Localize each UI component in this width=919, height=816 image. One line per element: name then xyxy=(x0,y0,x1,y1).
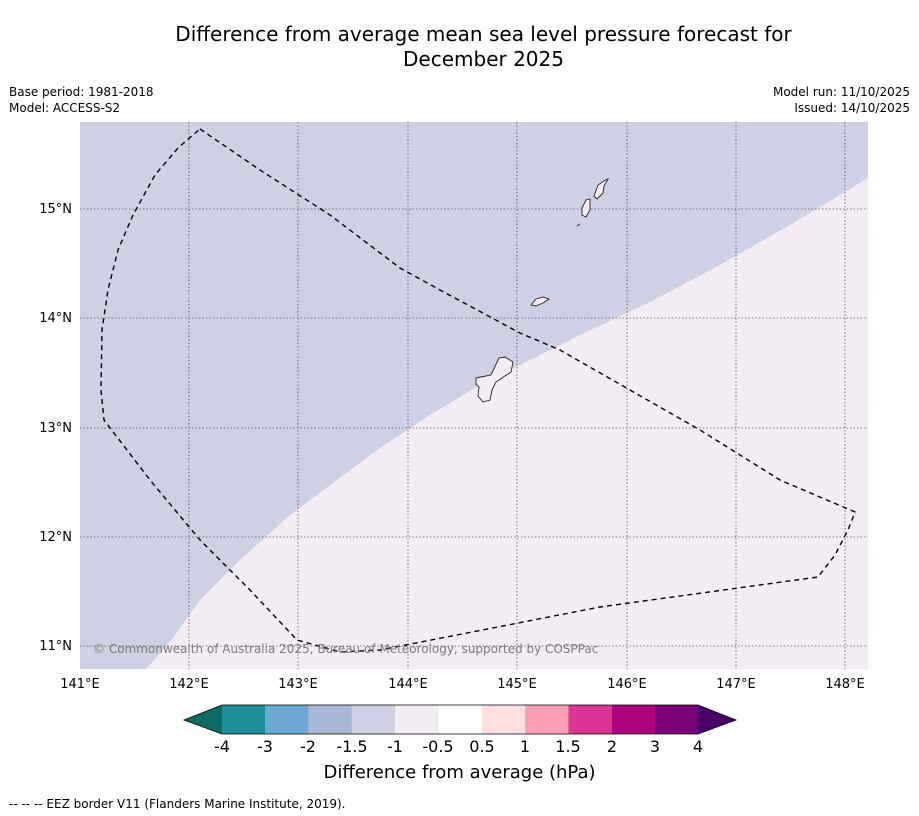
lon-label-144e: 144°E xyxy=(388,677,428,692)
colorbar-segment-6 xyxy=(438,705,482,734)
title-line-2: December 2025 xyxy=(403,47,564,71)
colorbar-segment-3 xyxy=(308,705,352,734)
lat-label-12n: 12°N xyxy=(39,530,72,545)
colorbar-label-7: 0.5 xyxy=(469,737,495,756)
longitude-labels: 141°E 142°E 143°E 144°E 145°E 146°E 147°… xyxy=(60,677,865,692)
colorbar-label-4: -1.5 xyxy=(336,737,368,756)
island-guam xyxy=(475,356,514,403)
latitude-labels: 15°N 14°N 13°N 12°N 11°N xyxy=(39,202,72,654)
colorbar xyxy=(182,704,738,735)
issued-date: Issued: 14/10/2025 xyxy=(794,101,910,115)
colorbar-label-9: 1.5 xyxy=(555,737,581,756)
lon-label-145e: 145°E xyxy=(497,677,537,692)
meta-left: Base period: 1981-2018 Model: ACCESS-S2 xyxy=(9,84,154,116)
lat-label-14n: 14°N xyxy=(39,311,72,326)
islands xyxy=(475,177,610,403)
island-rota xyxy=(530,296,551,307)
colorbar-label-8: 1 xyxy=(519,737,531,756)
footer-note: -- -- -- EEZ border V11 (Flanders Marine… xyxy=(9,797,346,811)
colorbar-segment-8 xyxy=(525,705,569,734)
colorbar-segment-5 xyxy=(395,705,439,734)
colorbar-label-3: -2 xyxy=(300,737,316,756)
colorbar-title: Difference from average (hPa) xyxy=(323,762,596,783)
colorbar-label-2: -3 xyxy=(257,737,273,756)
island-saipan xyxy=(593,177,610,200)
colorbar-label-12: 4 xyxy=(692,737,704,756)
colorbar-segment-9 xyxy=(568,705,612,734)
colorbar-segment-4 xyxy=(351,705,396,734)
colorbar-segment-10 xyxy=(611,705,655,734)
lon-label-141e: 141°E xyxy=(60,677,100,692)
base-period: Base period: 1981-2018 xyxy=(9,85,154,99)
island-aguijan xyxy=(576,223,581,227)
colorbar-segment-11 xyxy=(655,705,698,734)
colorbar-high-arrow xyxy=(698,705,736,734)
eez-border xyxy=(100,128,856,653)
island-tinian xyxy=(581,198,591,218)
region-minus0-5-to-minus1 xyxy=(146,178,868,669)
lon-label-148e: 148°E xyxy=(825,677,865,692)
model-name: Model: ACCESS-S2 xyxy=(9,101,121,115)
chart-title: Difference from average mean sea level p… xyxy=(0,22,919,72)
grid-lines xyxy=(80,122,868,669)
model-run: Model run: 11/10/2025 xyxy=(772,85,910,99)
colorbar-segment-2 xyxy=(265,705,309,734)
colorbar-label-10: 2 xyxy=(606,737,618,756)
lon-label-143e: 143°E xyxy=(278,677,318,692)
colorbar-outline xyxy=(182,704,738,735)
lat-label-13n: 13°N xyxy=(39,421,72,436)
lat-label-11n: 11°N xyxy=(39,639,72,654)
colorbar-label-11: 3 xyxy=(649,737,661,756)
copyright-text: © Commonwealth of Australia 2025, Bureau… xyxy=(93,642,598,656)
lon-label-142e: 142°E xyxy=(169,677,209,692)
lon-label-146e: 146°E xyxy=(607,677,647,692)
colorbar-label-6: -0.5 xyxy=(422,737,454,756)
map-panel: © Commonwealth of Australia 2025, Bureau… xyxy=(80,122,868,669)
lon-label-147e: 147°E xyxy=(716,677,756,692)
colorbar-segment-7 xyxy=(481,705,526,734)
colorbar-label-5: -1 xyxy=(387,737,403,756)
title-line-1: Difference from average mean sea level p… xyxy=(175,22,792,46)
colorbar-label-1: -4 xyxy=(214,737,230,756)
meta-right: Model run: 11/10/2025 Issued: 14/10/2025 xyxy=(773,84,910,116)
colorbar-low-arrow xyxy=(184,705,222,734)
colorbar-segment-1 xyxy=(222,705,266,734)
lat-label-15n: 15°N xyxy=(39,202,72,217)
